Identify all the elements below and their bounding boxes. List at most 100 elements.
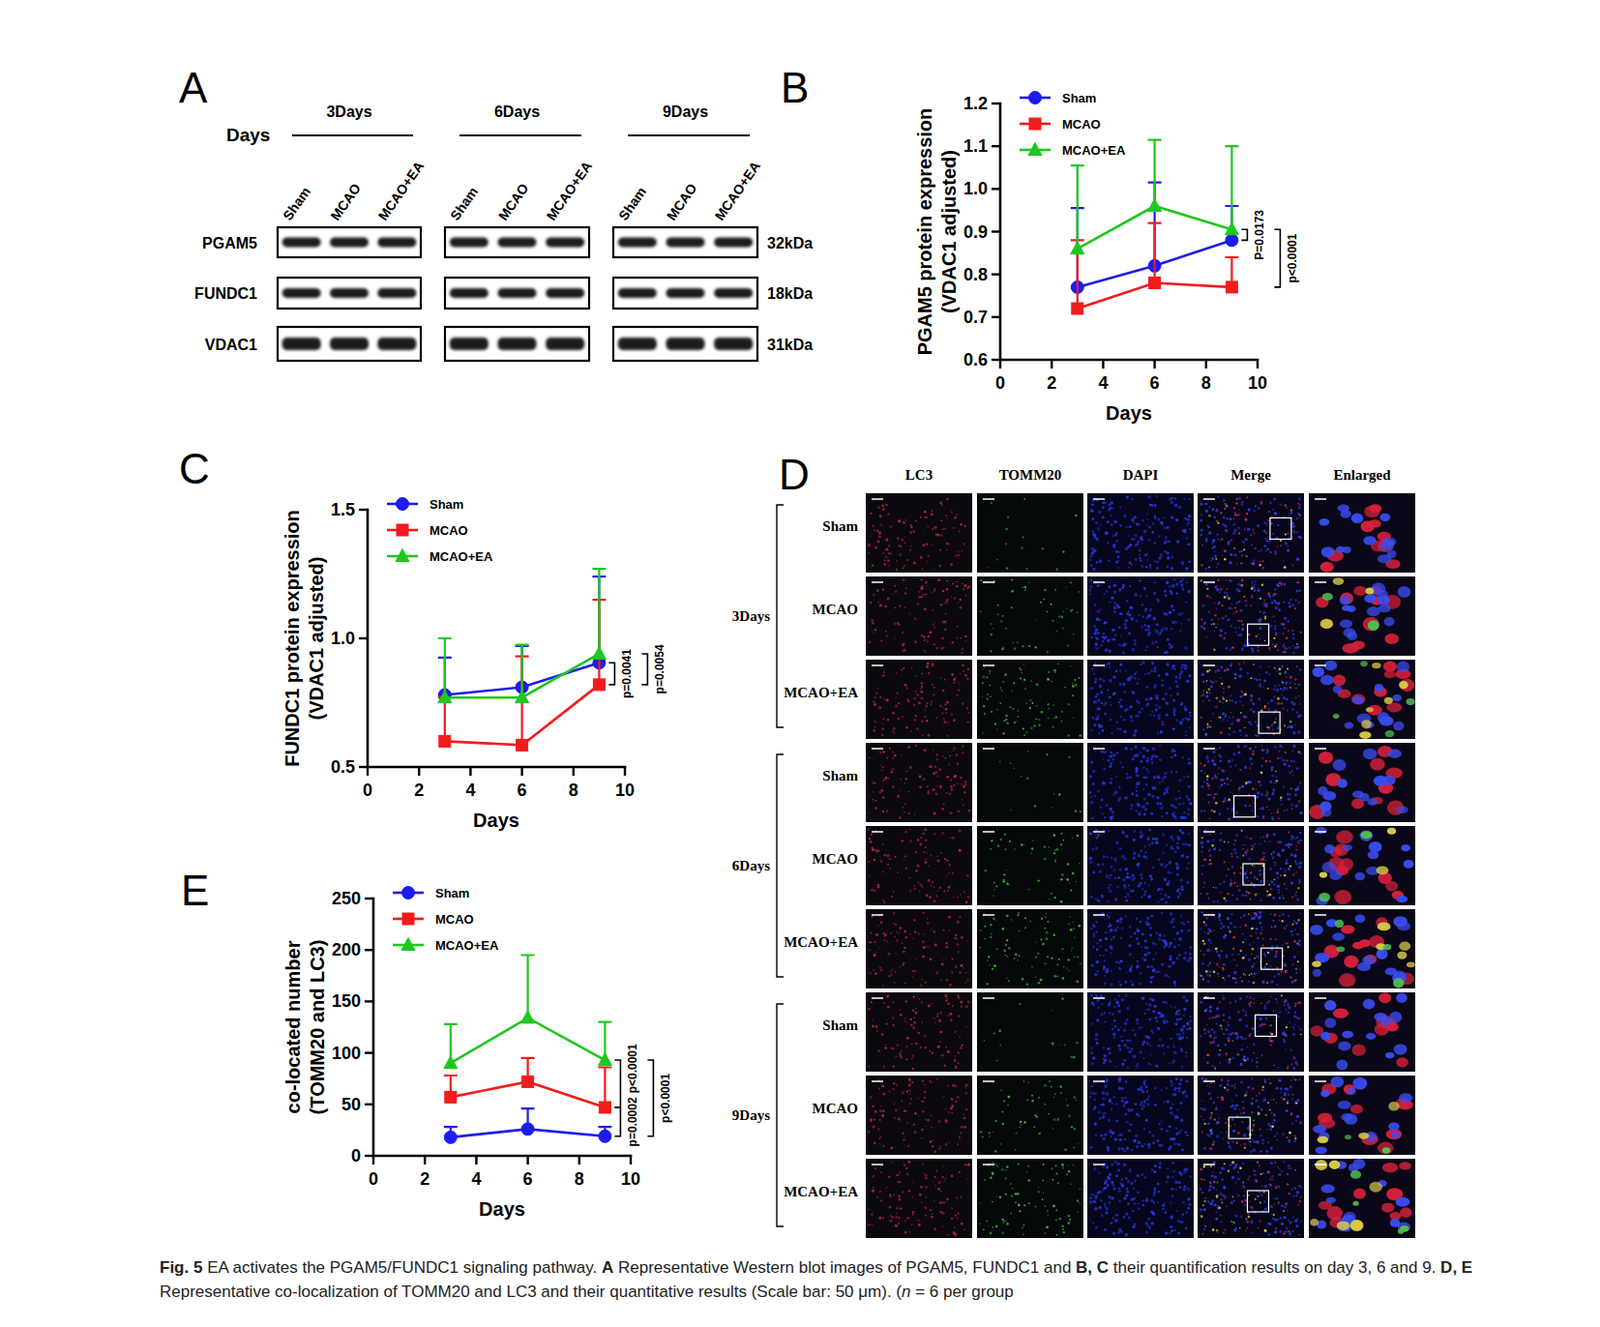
fluorescence-dot	[1214, 626, 1217, 629]
fluorescence-dot	[1179, 720, 1183, 724]
fluorescence-dot	[869, 566, 872, 569]
fluorescence-dot	[1093, 549, 1097, 553]
fluorescence-dot	[1235, 498, 1238, 501]
fluorescence-dot	[1043, 589, 1047, 593]
fluorescence-dot	[1138, 711, 1142, 714]
fluorescence-dot	[1254, 583, 1257, 586]
fluorescence-dot	[1144, 673, 1148, 677]
fluorescence-dot	[1274, 599, 1276, 602]
significance-bracket	[608, 662, 615, 685]
fluorescence-dot	[1113, 520, 1117, 524]
fluorescence-dot	[1219, 677, 1222, 680]
fluorescence-dot	[1119, 727, 1123, 731]
fluorescence-dot	[1057, 663, 1060, 666]
fluorescence-dot	[1214, 696, 1218, 700]
fluorescence-dot	[1138, 557, 1141, 560]
fluorescence-dot	[1203, 689, 1206, 692]
cell-blob	[1378, 603, 1392, 613]
cell-blob	[1392, 694, 1401, 702]
fluorescence-dot	[1294, 682, 1296, 684]
fluorescence-dot	[1101, 502, 1104, 504]
legend-marker	[396, 524, 409, 536]
fluorescence-dot	[1181, 612, 1185, 616]
fluorescence-dot	[964, 635, 967, 638]
fluorescence-dot	[1133, 729, 1138, 734]
fluorescence-dot	[919, 516, 922, 519]
blot-band	[329, 237, 369, 248]
chart: 0.51.01.50246810FUNDC1 protein expressio…	[281, 497, 667, 831]
fluorescence-dot	[1299, 668, 1303, 672]
fluorescence-dot	[1119, 714, 1123, 718]
fluorescence-dot	[1099, 644, 1103, 648]
fluorescence-dot	[1205, 583, 1209, 587]
fluorescence-dot	[1280, 665, 1284, 669]
data-point	[516, 739, 529, 751]
fluorescence-dot	[1267, 708, 1271, 712]
fluorescence-dot	[877, 505, 881, 509]
fluorescence-dot	[1153, 592, 1156, 595]
fluorescence-dot	[910, 526, 913, 529]
fluorescence-dot	[942, 528, 945, 531]
fluorescence-dot	[1256, 734, 1260, 738]
fluorescence-dot	[1067, 735, 1070, 738]
fluorescence-dot	[1123, 514, 1126, 518]
fluorescence-dot	[1046, 651, 1049, 653]
fluorescence-dot	[1199, 501, 1202, 504]
fluorescence-dot	[1074, 683, 1077, 686]
cell-blob	[1362, 535, 1376, 545]
fluorescence-dot	[919, 681, 923, 685]
fluorescence-dot	[1209, 669, 1212, 672]
fluorescence-dot	[1169, 590, 1173, 593]
fluorescence-dot	[1238, 729, 1242, 733]
fluorescence-dot	[926, 785, 929, 788]
fluorescence-dot	[1234, 701, 1238, 705]
fluorescence-dot	[935, 647, 938, 650]
x-tick-label: 10	[1247, 373, 1268, 393]
fluorescence-dot	[1218, 716, 1221, 719]
fluorescence-dot	[896, 692, 899, 695]
fluorescence-dot	[1095, 642, 1098, 646]
fluorescence-dot	[1076, 611, 1079, 614]
y-tick-label: 100	[331, 1043, 361, 1064]
fluorescence-dot	[1299, 703, 1302, 706]
fluorescence-dot	[1101, 635, 1105, 639]
fluorescence-dot	[1099, 724, 1103, 728]
fluorescence-dot	[1267, 519, 1270, 522]
fluorescence-dot	[921, 734, 924, 737]
fluorescence-dot	[937, 533, 941, 537]
fluorescence-dot	[1207, 723, 1210, 726]
fluorescence-dot	[1260, 503, 1262, 505]
fluorescence-dot	[1264, 598, 1267, 601]
fluorescence-dot	[1276, 546, 1279, 549]
fluorescence-dot	[1265, 523, 1268, 526]
fluorescence-dot	[1151, 711, 1154, 713]
fluorescence-dot	[1161, 626, 1165, 630]
fluorescence-dot	[1285, 636, 1288, 639]
fluorescence-dot	[1240, 734, 1243, 737]
y-tick-label: 250	[331, 888, 361, 909]
fluorescence-dot	[1164, 672, 1168, 676]
y-tick-label: 150	[331, 991, 361, 1011]
fluorescence-dot	[910, 524, 913, 527]
fluorescence-dot	[1245, 555, 1248, 558]
fluorescence-dot	[1163, 550, 1167, 554]
fluorescence-dot	[1285, 647, 1288, 650]
blot-band	[449, 337, 489, 351]
data-point	[521, 1010, 535, 1024]
fluorescence-dot	[1251, 650, 1255, 653]
fluorescence-dot	[1283, 724, 1286, 727]
fluorescence-dot	[1283, 697, 1286, 700]
fluorescence-dot	[872, 729, 875, 732]
fluorescence-dot	[1281, 632, 1284, 635]
fluorescence-dot	[1038, 724, 1041, 727]
legend-marker	[1029, 91, 1042, 105]
fluorescence-dot	[1157, 713, 1162, 718]
fluorescence-dot	[1122, 651, 1126, 654]
fluorescence-dot	[1253, 580, 1256, 583]
fluorescence-dot	[1046, 678, 1050, 682]
fluorescence-dot	[1155, 598, 1158, 601]
fluorescence-dot	[1108, 679, 1112, 682]
fluorescence-dot	[1188, 674, 1192, 678]
fluorescence-dot	[1101, 515, 1105, 519]
fluorescence-dot	[1217, 618, 1219, 620]
